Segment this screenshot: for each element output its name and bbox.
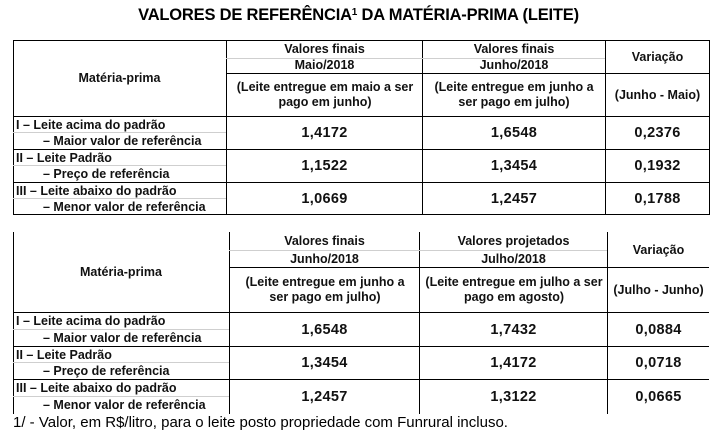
value-cell: 1,3454 (490, 158, 538, 174)
page-title: VALORES DE REFERÊNCIA1 DA MATÉRIA-PRIMA … (0, 6, 717, 25)
reference-table-maio-junho: Matéria-prima Valores finais Maio/2018 (… (13, 40, 710, 215)
header-text: (Leite entregue em maio a ser pago em ju… (236, 80, 414, 109)
value-cell: 1,6548 (490, 125, 538, 141)
title-rest: DA MATÉRIA-PRIMA (LEITE) (357, 6, 580, 24)
value-cell: 1,3122 (490, 389, 537, 405)
value-cell: 1,7432 (490, 321, 537, 338)
row-sublabel-preco: – Preço de referência (43, 364, 170, 378)
column-header-junho-note: (Leite entregue em junho a ser pago em j… (235, 268, 415, 312)
column-header-junho-title: Valores finais (230, 233, 419, 250)
value-cell: 1,4172 (490, 355, 537, 371)
value-cell: 0,1788 (634, 190, 681, 207)
reference-table-junho-julho: Matéria-prima Valores finais Junho/2018 … (13, 232, 710, 414)
header-text: (Junho - Maio) (614, 87, 701, 102)
column-header-julho-period: Julho/2018 (420, 251, 607, 267)
row-label-padrao: II – Leite Padrão (16, 348, 112, 362)
row-label-abaixo: III – Leite abaixo do padrão (16, 381, 177, 395)
row-label-abaixo: III – Leite abaixo do padrão (16, 184, 177, 198)
column-header-junho-title: Valores finais (423, 41, 605, 58)
value-cell: 0,0665 (635, 389, 682, 405)
value-cell: 1,2457 (301, 389, 348, 405)
header-text: (Leite entregue em junho a ser pago em j… (245, 275, 405, 304)
column-header-maio-title: Valores finais (227, 41, 422, 58)
column-header-junho-period: Junho/2018 (230, 251, 419, 267)
column-header-maio-period: Maio/2018 (227, 58, 422, 73)
column-header-variacao: Variação (606, 41, 709, 73)
column-header-materia-prima: Matéria-prima (13, 232, 229, 312)
column-header-variacao: Variação (608, 233, 709, 267)
header-text: (Leite entregue em julho a ser pago em a… (425, 275, 603, 304)
header-text: Valores finais (284, 42, 365, 56)
value-cell: 0,0884 (635, 321, 682, 338)
column-header-julho-title: Valores projetados (420, 233, 607, 250)
column-header-maio-note: (Leite entregue em maio a ser pago em ju… (231, 74, 419, 116)
column-header-variacao-note: (Junho - Maio) (606, 74, 709, 116)
header-text: Valores finais (473, 42, 555, 56)
header-text: (Julho - Junho) (613, 282, 704, 297)
header-text: Junho/2018 (290, 251, 359, 266)
header-text: Variação (631, 49, 684, 64)
row-label-padrao: II – Leite Padrão (16, 151, 112, 165)
value-cell: 1,4172 (301, 125, 348, 141)
header-text: Julho/2018 (481, 251, 546, 266)
header-text: Matéria-prima (80, 264, 162, 279)
row-label-acima: I – Leite acima do padrão (16, 118, 166, 132)
row-label-acima: I – Leite acima do padrão (16, 314, 166, 328)
value-cell: 0,1932 (634, 158, 681, 174)
row-sublabel-maior: – Maior valor de referência (43, 134, 202, 148)
column-header-variacao-note: (Julho - Junho) (608, 268, 709, 312)
value-cell: 0,2376 (634, 125, 681, 141)
column-header-materia-prima: Matéria-prima (13, 40, 226, 116)
header-text: Junho/2018 (479, 58, 549, 72)
column-header-junho-period: Junho/2018 (423, 58, 605, 73)
column-header-julho-note: (Leite entregue em julho a ser pago em a… (425, 268, 603, 312)
header-text: Valores finais (284, 234, 365, 248)
header-text: Variação (632, 242, 685, 257)
header-text: Valores projetados (457, 234, 570, 248)
title-footnote-marker: 1 (351, 7, 358, 18)
header-text: Matéria-prima (78, 70, 161, 85)
row-sublabel-preco: – Preço de referência (43, 167, 170, 181)
title-main: VALORES DE REFERÊNCIA (138, 6, 352, 24)
value-cell: 1,0669 (301, 190, 348, 207)
value-cell: 0,0718 (635, 355, 682, 371)
header-text: Maio/2018 (294, 58, 355, 72)
value-cell: 1,6548 (301, 321, 348, 338)
value-cell: 1,1522 (301, 158, 348, 174)
row-sublabel-maior: – Maior valor de referência (43, 331, 202, 345)
row-sublabel-menor: – Menor valor de referência (43, 200, 206, 214)
row-sublabel-menor: – Menor valor de referência (43, 398, 206, 412)
value-cell: 1,3454 (301, 355, 348, 371)
footnote: 1/ - Valor, em R$/litro, para o leite po… (13, 414, 508, 431)
value-cell: 1,2457 (490, 190, 538, 207)
header-text: (Leite entregue em junho a ser pago em j… (434, 80, 594, 109)
column-header-junho-note: (Leite entregue em junho a ser pago em j… (429, 74, 599, 116)
